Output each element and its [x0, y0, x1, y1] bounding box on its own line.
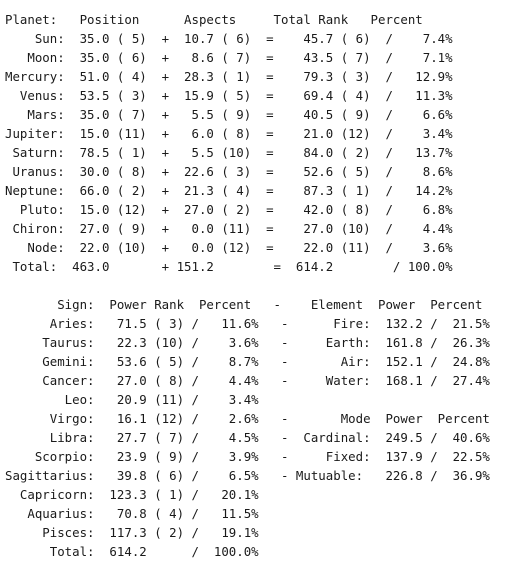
- sign-row-scorpio: Scorpio: 23.9 ( 9) / 3.9% - Fixed: 137.9…: [5, 449, 490, 464]
- sign-row-virgo: Virgo: 16.1 (12) / 2.6% - Mode Power Per…: [5, 411, 490, 426]
- planet-row-jupiter: Jupiter: 15.0 (11) + 6.0 ( 8) = 21.0 (12…: [5, 126, 453, 141]
- sign-row-aries: Aries: 71.5 ( 3) / 11.6% - Fire: 132.2 /…: [5, 316, 490, 331]
- sign-row-cancer: Cancer: 27.0 ( 8) / 4.4% - Water: 168.1 …: [5, 373, 490, 388]
- planet-row-moon: Moon: 35.0 ( 6) + 8.6 ( 7) = 43.5 ( 7) /…: [5, 50, 453, 65]
- sign-row-capricorn: Capricorn: 123.3 ( 1) / 20.1%: [5, 487, 259, 502]
- sign-row-taurus: Taurus: 22.3 (10) / 3.6% - Earth: 161.8 …: [5, 335, 490, 350]
- planet-row-node: Node: 22.0 (10) + 0.0 (12) = 22.0 (11) /…: [5, 240, 453, 255]
- planet-row-pluto: Pluto: 15.0 (12) + 27.0 ( 2) = 42.0 ( 8)…: [5, 202, 453, 217]
- sign-total-row: Total: 614.2 / 100.0%: [5, 544, 259, 559]
- planet-row-saturn: Saturn: 78.5 ( 1) + 5.5 (10) = 84.0 ( 2)…: [5, 145, 453, 160]
- sign-table-header: Sign: Power Rank Percent - Element Power…: [5, 297, 483, 312]
- planet-row-sun: Sun: 35.0 ( 5) + 10.7 ( 6) = 45.7 ( 6) /…: [5, 31, 453, 46]
- sign-row-aquarius: Aquarius: 70.8 ( 4) / 11.5%: [5, 506, 259, 521]
- planet-row-uranus: Uranus: 30.0 ( 8) + 22.6 ( 3) = 52.6 ( 5…: [5, 164, 453, 179]
- sign-row-gemini: Gemini: 53.6 ( 5) / 8.7% - Air: 152.1 / …: [5, 354, 490, 369]
- sign-row-sagittarius: Sagittarius: 39.8 ( 6) / 6.5% - Mutuable…: [5, 468, 490, 483]
- planet-row-neptune: Neptune: 66.0 ( 2) + 21.3 ( 4) = 87.3 ( …: [5, 183, 453, 198]
- planet-table-header: Planet: Position Aspects Total Rank Perc…: [5, 12, 423, 27]
- planet-row-chiron: Chiron: 27.0 ( 9) + 0.0 (11) = 27.0 (10)…: [5, 221, 453, 236]
- sign-row-leo: Leo: 20.9 (11) / 3.4%: [5, 392, 259, 407]
- sign-row-pisces: Pisces: 117.3 ( 2) / 19.1%: [5, 525, 259, 540]
- planet-row-mars: Mars: 35.0 ( 7) + 5.5 ( 9) = 40.5 ( 9) /…: [5, 107, 453, 122]
- planet-row-venus: Venus: 53.5 ( 3) + 15.9 ( 5) = 69.4 ( 4)…: [5, 88, 453, 103]
- sign-row-libra: Libra: 27.7 ( 7) / 4.5% - Cardinal: 249.…: [5, 430, 490, 445]
- planet-total-row: Total: 463.0 + 151.2 = 614.2 / 100.0%: [5, 259, 453, 274]
- planet-row-mercury: Mercury: 51.0 ( 4) + 28.3 ( 1) = 79.3 ( …: [5, 69, 453, 84]
